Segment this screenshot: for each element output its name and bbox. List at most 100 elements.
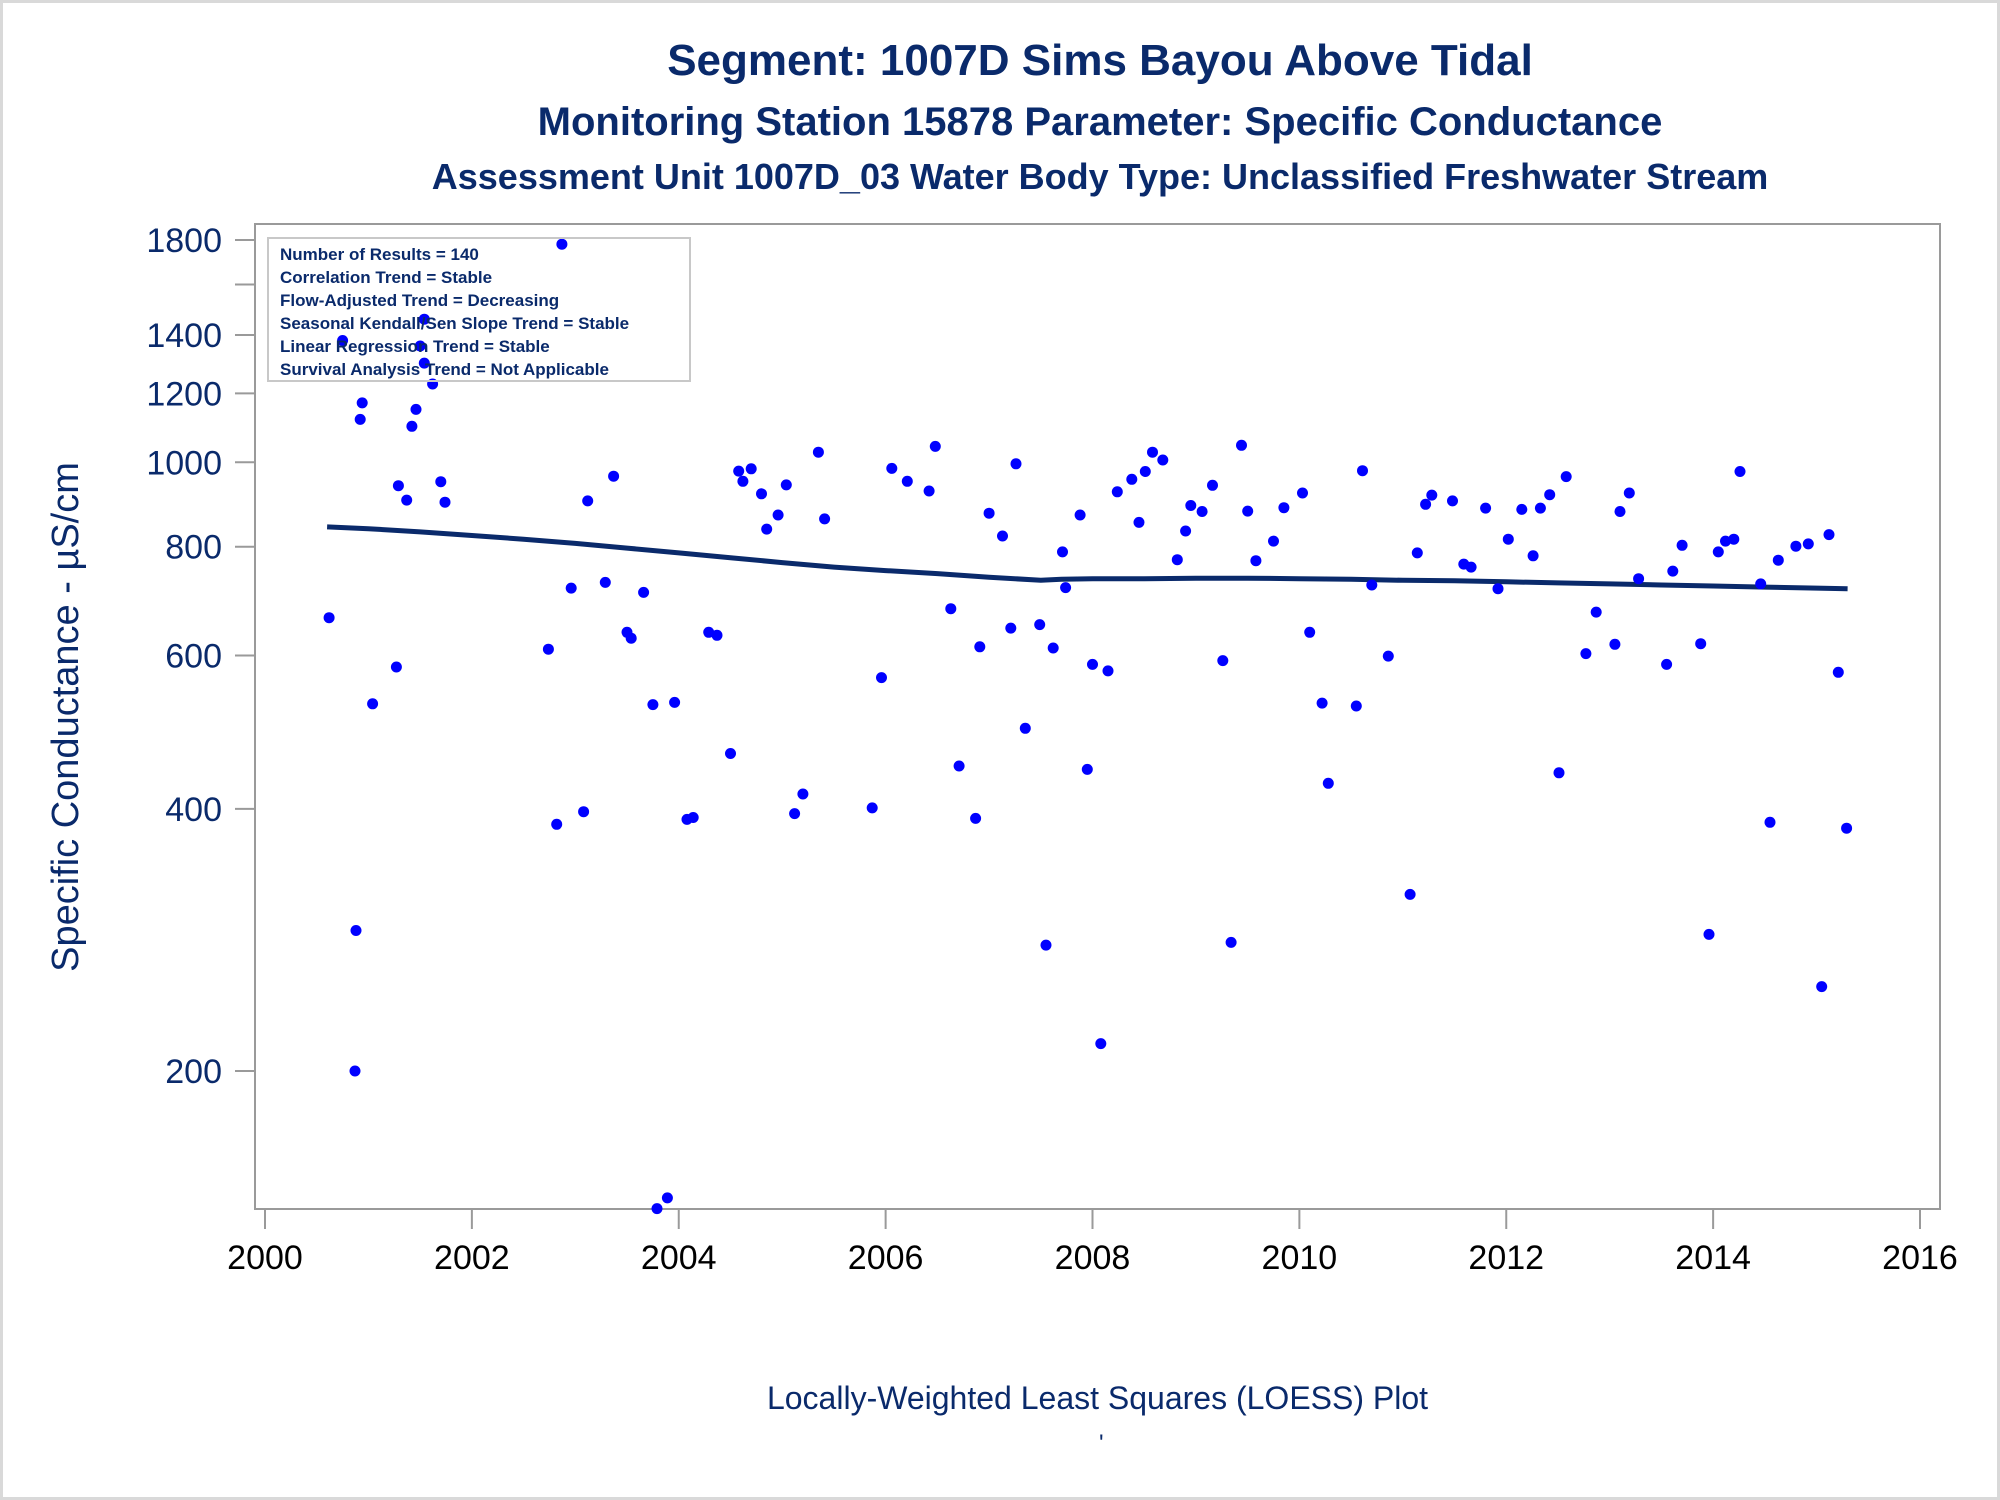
data-point <box>953 760 965 772</box>
data-point <box>703 626 715 638</box>
data-point <box>410 403 422 415</box>
data-point <box>1047 642 1059 654</box>
data-point <box>789 808 801 820</box>
data-point <box>1502 533 1514 545</box>
footnote-mark: ' <box>1099 1430 1104 1457</box>
data-point <box>1492 583 1504 595</box>
data-point <box>367 698 379 710</box>
data-point <box>945 603 957 615</box>
data-point <box>1580 648 1592 660</box>
data-point <box>711 629 723 641</box>
legend-annotation: Linear Regression Trend = Stable <box>280 337 550 356</box>
data-point <box>1544 489 1556 501</box>
y-tick-label: 600 <box>165 638 222 676</box>
y-axis: 200 400 600 800 1000 1200 1400 1800 <box>146 222 256 1209</box>
data-point <box>1171 554 1183 566</box>
data-point <box>745 463 757 475</box>
data-point <box>1667 565 1679 577</box>
data-point <box>1139 466 1151 477</box>
data-point <box>1661 658 1673 670</box>
data-point <box>1010 458 1022 470</box>
data-point <box>1816 981 1828 993</box>
data-point <box>970 812 982 824</box>
data-point <box>392 480 404 492</box>
x-tick-label: 2012 <box>1468 1239 1544 1277</box>
x-tick-label: 2016 <box>1882 1239 1958 1277</box>
data-point <box>929 440 941 452</box>
x-tick-label: 2006 <box>848 1239 924 1277</box>
data-point <box>1322 777 1334 789</box>
data-point <box>1225 936 1237 948</box>
data-point <box>886 462 898 474</box>
y-tick-label: 1200 <box>146 375 222 413</box>
footnote-loess: Locally-Weighted Least Squares (LOESS) P… <box>766 1380 1429 1416</box>
data-point <box>1465 561 1477 573</box>
chart-subtitle-station: Monitoring Station 15878 Parameter: Spec… <box>537 100 1663 144</box>
data-point <box>1217 655 1229 667</box>
data-point <box>1411 547 1423 559</box>
data-point <box>1426 489 1438 501</box>
data-point <box>1316 697 1328 709</box>
data-point <box>661 1192 673 1204</box>
data-point <box>1609 638 1621 650</box>
data-point <box>1790 540 1802 552</box>
data-point <box>1764 816 1776 828</box>
loess-trend-line <box>326 524 1848 592</box>
data-point <box>1268 535 1279 547</box>
data-point <box>1447 495 1458 507</box>
data-point <box>1060 582 1072 594</box>
y-tick-label: 1000 <box>146 444 222 482</box>
data-point <box>356 397 368 409</box>
y-tick-label: 1400 <box>146 317 222 355</box>
data-point <box>401 494 413 506</box>
x-axis: 2000 2002 2004 2006 2008 2010 2012 2014 2016 <box>227 1209 1958 1277</box>
data-point <box>876 672 887 684</box>
data-point <box>542 643 554 655</box>
data-point <box>1734 466 1746 477</box>
data-point <box>797 788 809 800</box>
data-point <box>1040 939 1052 951</box>
x-tick-label: 2000 <box>227 1239 303 1277</box>
x-tick-label: 2014 <box>1675 1239 1751 1277</box>
y-axis-label: Specific Conductance - µS/cm <box>45 462 87 972</box>
data-point <box>565 582 577 594</box>
data-point <box>1560 471 1572 483</box>
data-point <box>625 632 637 644</box>
data-point <box>647 699 659 711</box>
data-point <box>1126 473 1138 485</box>
data-points-layer <box>323 238 1853 1215</box>
legend-annotation: Flow-Adjusted Trend = Decreasing <box>280 291 559 310</box>
data-point <box>1133 516 1145 528</box>
data-point <box>1772 554 1784 566</box>
data-point <box>1087 658 1098 670</box>
data-point <box>1196 506 1208 517</box>
data-point <box>608 470 620 482</box>
data-point <box>1236 439 1247 451</box>
data-point <box>901 475 913 487</box>
y-tick-label: 1800 <box>146 222 222 260</box>
data-point <box>1527 550 1539 562</box>
data-point <box>1304 626 1316 638</box>
legend-annotation: Correlation Trend = Stable <box>280 268 492 287</box>
data-point <box>983 507 995 519</box>
data-point <box>599 576 611 588</box>
data-point <box>866 802 878 814</box>
data-point <box>669 696 681 708</box>
data-point <box>761 523 773 535</box>
x-tick-label: 2002 <box>434 1239 510 1277</box>
legend-box: Number of Results = 140 Correlation Trend… <box>267 237 691 382</box>
data-point <box>406 420 418 432</box>
data-point <box>1420 498 1432 510</box>
data-point <box>1823 529 1835 541</box>
data-point <box>733 465 745 477</box>
x-tick-label: 2010 <box>1262 1239 1338 1277</box>
data-point <box>418 313 430 325</box>
chart-title: Segment: 1007D Sims Bayou Above Tidal <box>667 36 1533 85</box>
data-point <box>1278 502 1290 514</box>
legend-annotation: Seasonal Kendall/Sen Slope Trend = Stabl… <box>280 314 629 333</box>
data-point <box>439 496 451 508</box>
data-point <box>772 509 784 521</box>
data-point <box>1242 505 1254 517</box>
data-point <box>1633 573 1645 585</box>
